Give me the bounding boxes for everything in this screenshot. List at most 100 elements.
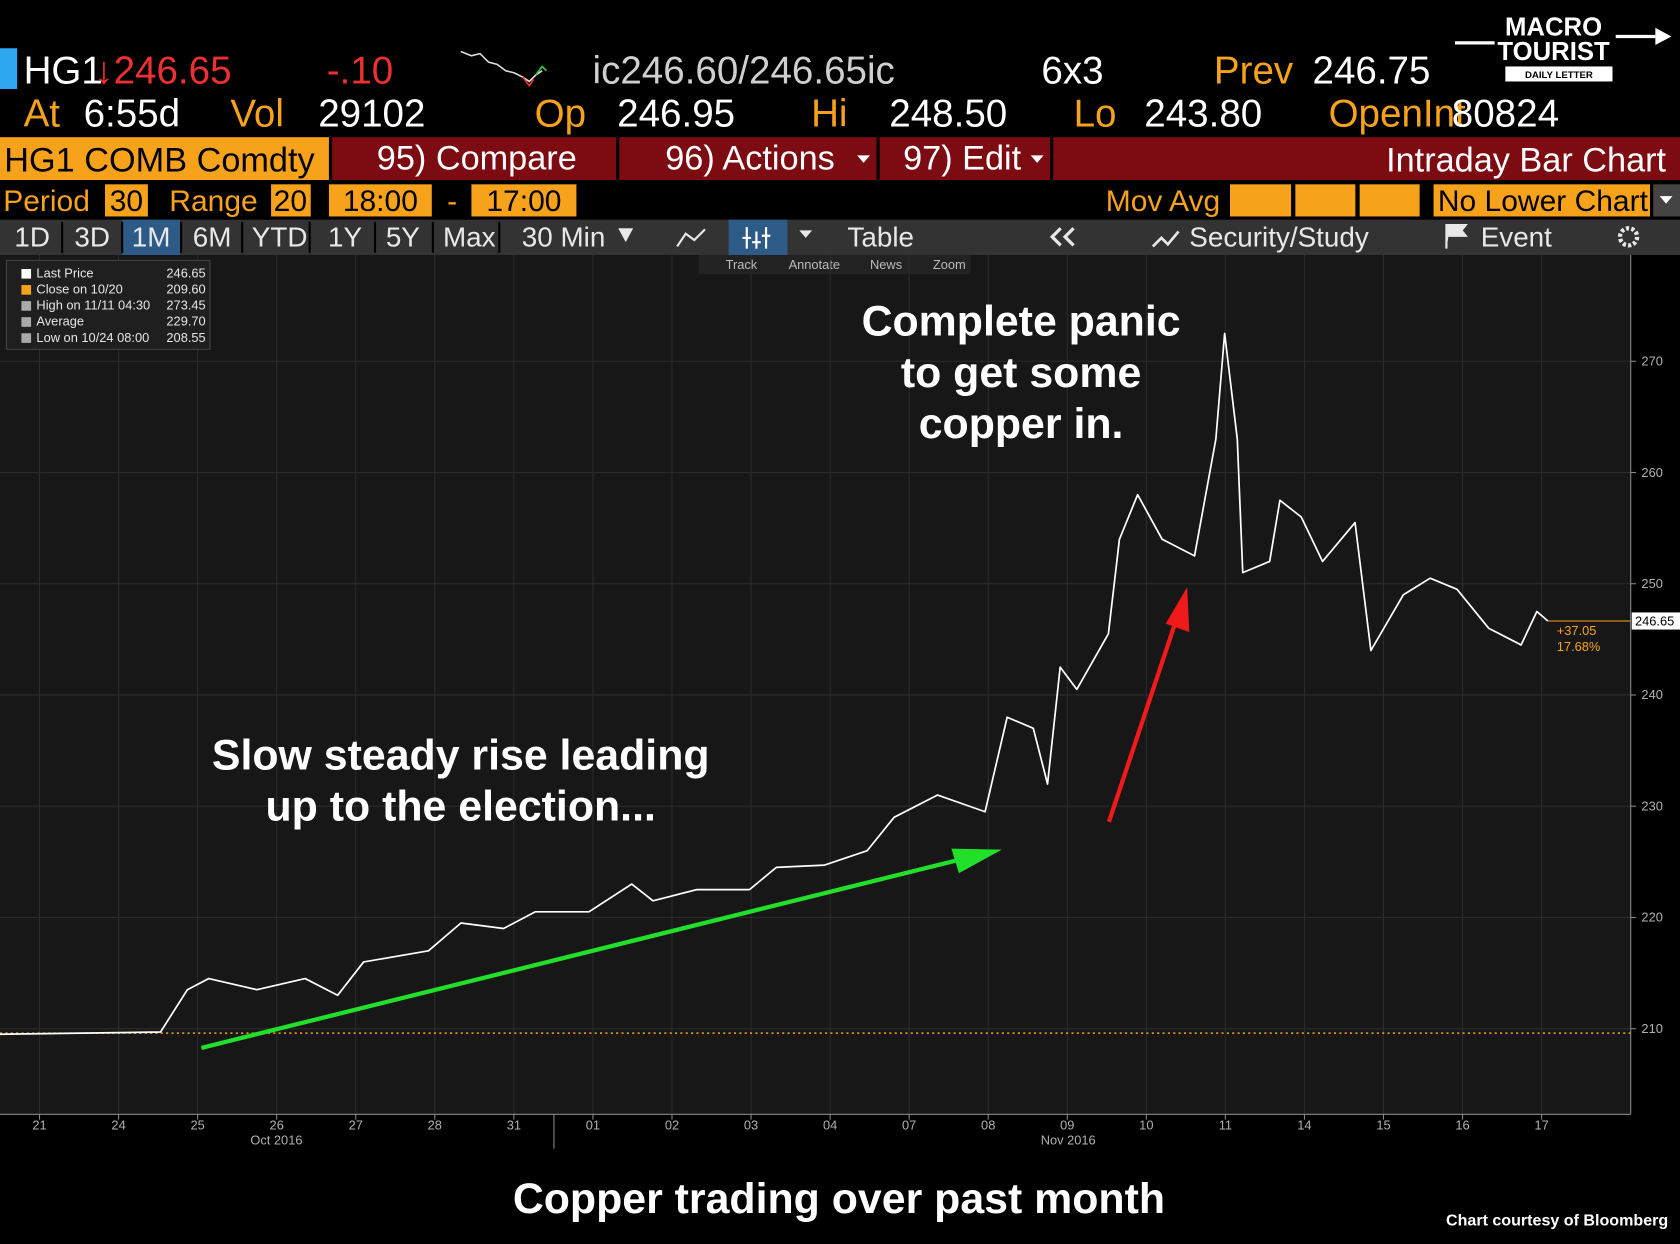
logo-text: MACRO — [1505, 13, 1602, 41]
legend-value: 208.55 — [166, 330, 205, 345]
size: 6x3 — [1041, 50, 1103, 93]
input[interactable] — [471, 184, 577, 217]
event-button[interactable]: Event — [1481, 221, 1552, 252]
bar-icon — [742, 227, 771, 249]
ticker-marker — [0, 48, 18, 89]
annotation: up to the election... — [266, 783, 656, 831]
edit-button[interactable]: 97) Edit — [903, 139, 1022, 177]
x-tick-label: 11 — [1219, 1117, 1232, 1132]
input[interactable] — [1295, 184, 1356, 217]
last-price: ↓246.65 — [94, 50, 231, 93]
x-tick-label: 15 — [1376, 1117, 1390, 1132]
logo-band — [1505, 66, 1613, 82]
plot-area — [0, 255, 1631, 1115]
legend: Last Price 246.65 Close on 10/20 209.60 High… — [21, 266, 206, 345]
logo: MACRO TOURIST DAILY LETTER — [1455, 13, 1672, 82]
lo: 243.80 — [1144, 92, 1262, 135]
input[interactable] — [1359, 184, 1420, 217]
y-tick-label: 240 — [1641, 687, 1662, 702]
button[interactable] — [619, 137, 877, 181]
mov-avg-label: Mov Avg — [1106, 185, 1221, 218]
oi-label: OpenInt — [1329, 92, 1466, 135]
tool-strip — [698, 255, 971, 275]
change-pct-label: 17.68% — [1557, 639, 1601, 654]
line-icon[interactable] — [676, 228, 706, 248]
flag-icon — [1445, 223, 1468, 249]
lo-label: Lo — [1074, 92, 1117, 135]
security[interactable]: HG1 COMB Comdty — [4, 141, 315, 179]
tool[interactable]: Annotate — [789, 257, 840, 272]
legend-label: High on 11/11 04:30 — [36, 298, 150, 313]
tool[interactable]: News — [870, 257, 902, 272]
y-tick-label: 210 — [1641, 1021, 1662, 1036]
interval[interactable]: 30 Min — [522, 221, 606, 252]
security-box[interactable] — [0, 137, 329, 181]
legend-label: Close on 10/20 — [36, 282, 122, 297]
ticker: HG1 — [24, 50, 103, 93]
input[interactable] — [328, 184, 432, 217]
tab[interactable]: 1M — [132, 221, 171, 252]
collapse-icon[interactable] — [1049, 227, 1075, 247]
input[interactable] — [1433, 184, 1650, 217]
button[interactable] — [879, 137, 1050, 181]
tab[interactable]: 5Y — [386, 221, 420, 252]
op: 246.95 — [617, 92, 735, 135]
tabs: 1D 3D 1M 6M YTD 1Y 5Y Max — [14, 221, 501, 253]
legend-label: Average — [36, 314, 84, 329]
study-button[interactable]: Security/Study — [1189, 221, 1369, 252]
tab[interactable]: Max — [443, 221, 496, 252]
start-time[interactable]: 18:00 — [343, 185, 418, 218]
legend-value: 246.65 — [166, 266, 205, 281]
range[interactable]: 20 — [274, 185, 307, 218]
dropdown-icon — [618, 228, 634, 243]
month-label: Oct 2016 — [250, 1132, 302, 1147]
tab[interactable]: 1Y — [328, 221, 362, 252]
legend — [5, 259, 211, 350]
red-arrow-head — [1165, 587, 1190, 633]
period[interactable]: 30 — [110, 185, 143, 218]
actions-button[interactable]: 96) Actions — [665, 139, 835, 177]
month-label: Nov 2016 — [1041, 1132, 1096, 1147]
lower-chart[interactable]: No Lower Chart — [1438, 185, 1649, 218]
tool[interactable]: Zoom — [933, 257, 966, 272]
change-label: +37.05 — [1557, 623, 1597, 638]
tab[interactable]: 1D — [14, 221, 50, 252]
button[interactable] — [332, 137, 617, 181]
legend-value: 273.45 — [166, 298, 205, 313]
y-tick-label: 220 — [1641, 910, 1662, 925]
dash: - — [447, 185, 457, 218]
tab-selected[interactable] — [122, 219, 180, 256]
compare-button[interactable]: 95) Compare — [377, 139, 577, 177]
end-time[interactable]: 17:00 — [486, 185, 561, 218]
credit: Chart courtesy of Bloomberg — [1446, 1212, 1668, 1230]
tab[interactable]: 6M — [193, 221, 232, 252]
settings-icon[interactable] — [1617, 226, 1640, 248]
price-line — [0, 332, 1549, 1036]
sparkline-down — [522, 76, 535, 88]
logo-arrow — [1655, 27, 1672, 46]
dropdown-icon — [799, 230, 813, 238]
study-icon — [1151, 230, 1180, 248]
input[interactable] — [271, 184, 311, 217]
input[interactable] — [1230, 184, 1292, 217]
input[interactable] — [105, 184, 148, 217]
tab[interactable]: 3D — [74, 221, 110, 252]
legend-label: Last Price — [36, 266, 93, 281]
tab[interactable]: YTD — [252, 221, 308, 252]
x-tick-label: 08 — [981, 1117, 995, 1132]
legend-swatch — [21, 285, 32, 295]
annotation: Slow steady rise leading — [212, 731, 710, 779]
legend-value: 209.60 — [166, 282, 205, 297]
table-button[interactable]: Table — [847, 221, 914, 252]
logo-text: DAILY LETTER — [1525, 70, 1593, 81]
x-tick-label: 26 — [270, 1117, 284, 1132]
x-tick-label: 01 — [586, 1117, 600, 1132]
x-tick-label: 27 — [349, 1117, 363, 1132]
x-tick-label: 25 — [190, 1117, 204, 1132]
x-tick-label: 24 — [111, 1117, 125, 1132]
tool[interactable]: Track — [726, 257, 758, 272]
legend-swatch — [21, 333, 32, 343]
tool-selected[interactable] — [728, 219, 788, 256]
